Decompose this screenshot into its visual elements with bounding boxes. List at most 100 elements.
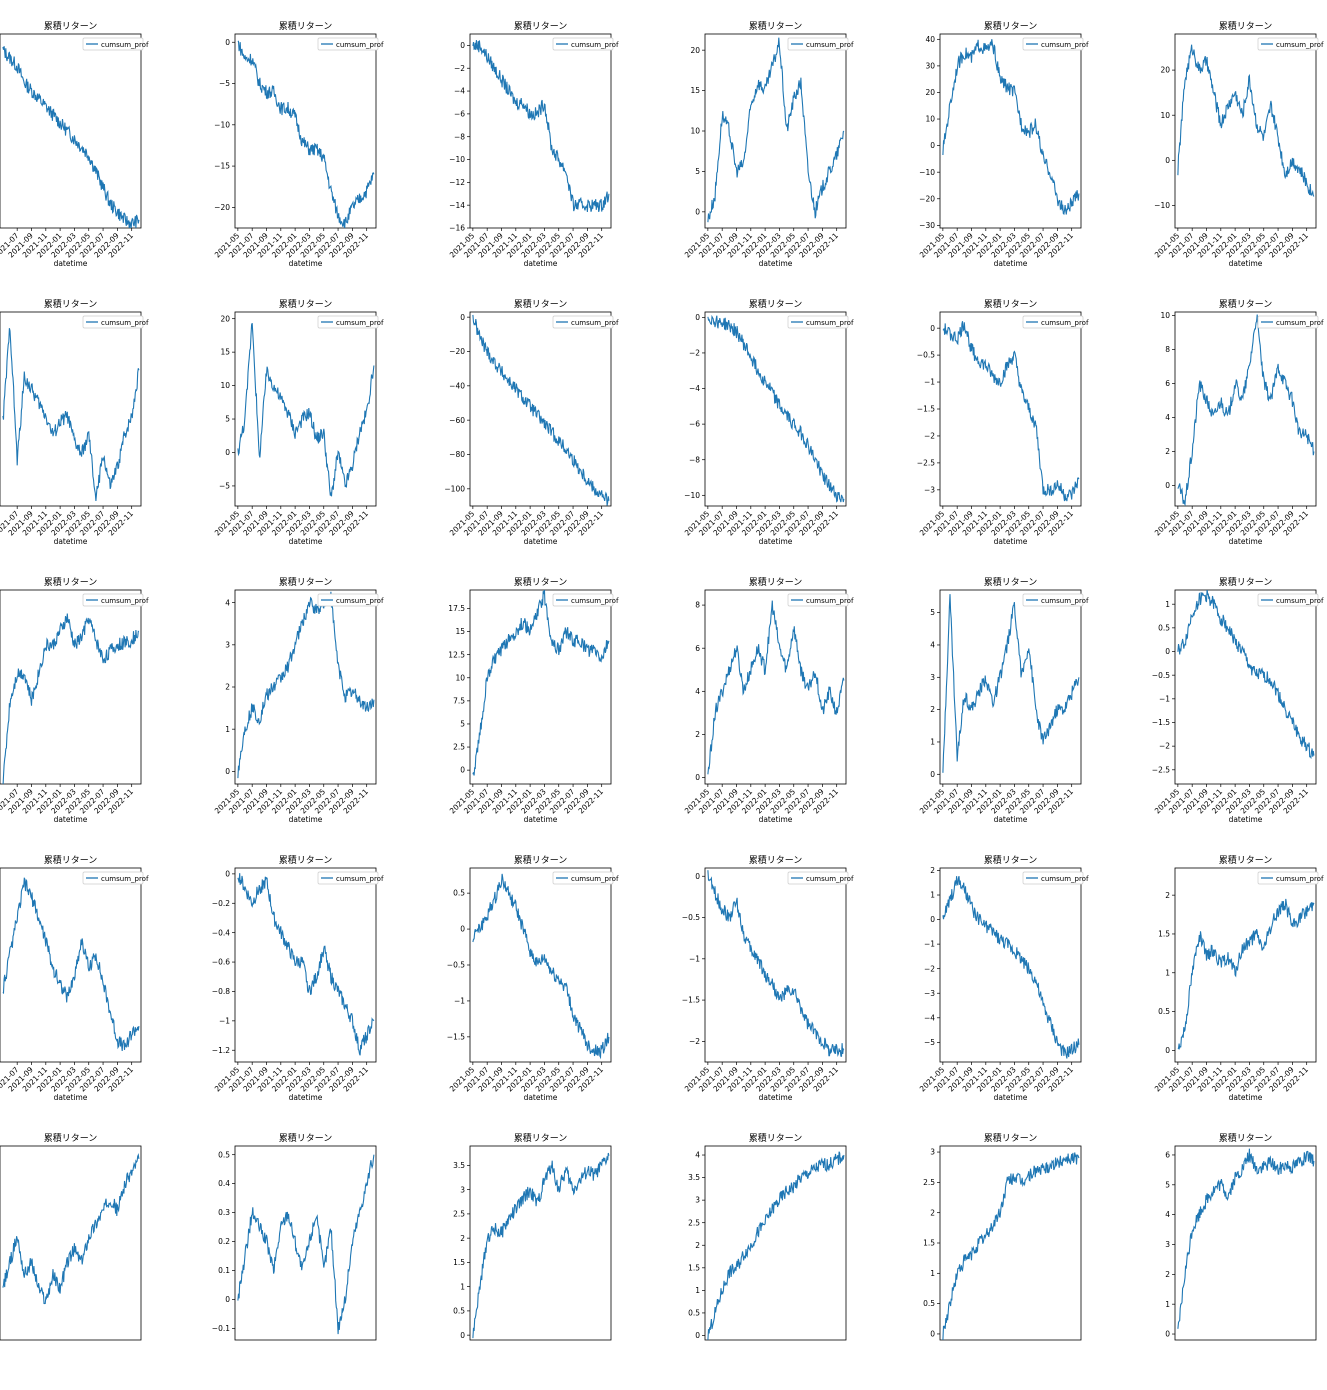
- chart-svg: 累積リターン21.510.502021-052021-072021-092021…: [1153, 854, 1324, 1102]
- series-line: [472, 40, 610, 213]
- legend-box: [82, 871, 144, 885]
- y-tick-label: 0: [225, 869, 230, 878]
- chart-panel: 累積リターン 4 3 2 1 0 2021-05 2021-07 2021-09 2021-11 2…: [190, 556, 426, 834]
- chart-svg: 累積リターン5432102021-052021-072021-092021-11…: [918, 576, 1089, 824]
- y-tick-label: −0.5: [682, 913, 700, 922]
- y-tick-label: −0.2: [212, 899, 230, 908]
- y-tick-label: 6: [1165, 379, 1170, 388]
- y-tick-label: 3: [930, 1148, 935, 1157]
- y-tick-label: 0: [930, 915, 935, 924]
- chart-panel: 累積リターン 0.5 0.4 0.3 0.2 0.1 0 −0.1: [190, 1112, 426, 1390]
- y-tick-label: 0.5: [923, 1299, 935, 1308]
- y-tick-label: −1: [219, 1016, 230, 1025]
- x-axis-label: datetime: [54, 815, 88, 824]
- legend-label: cumsum_prof: [571, 597, 619, 605]
- y-tick-label: 0: [460, 313, 465, 322]
- series-line: [237, 322, 375, 497]
- y-tick-label: 7.5: [453, 696, 465, 705]
- y-tick-label: 0: [460, 1331, 465, 1340]
- x-axis-label: datetime: [1229, 537, 1263, 546]
- legend-box: [552, 871, 614, 885]
- legend-box: [787, 315, 849, 329]
- x-axis-label: datetime: [994, 815, 1028, 824]
- chart-panel: 累積リターン 6 5 4 3 2 1 0: [1130, 1112, 1327, 1390]
- chart-title: 累積リターン: [749, 576, 803, 588]
- y-tick-label: 0: [930, 141, 935, 150]
- chart-panel: 累積リターン 0 −2 −4 −6 −8 −10 2021-05 2021-07 2021-09 2…: [660, 278, 896, 556]
- chart-panel: 累積リターン 0 −0.5 −1 −1.5 −2 −2.5 −3 2021-05 2021-07 2…: [895, 278, 1131, 556]
- series-line: [707, 870, 845, 1057]
- chart-svg: 累積リターン: [0, 1132, 142, 1341]
- y-tick-label: 6: [695, 644, 700, 653]
- y-tick-label: 0: [930, 1330, 935, 1339]
- y-tick-label: 0: [930, 324, 935, 333]
- y-tick-label: 0.5: [1158, 1007, 1170, 1016]
- legend-box: [317, 593, 379, 607]
- y-tick-label: 0.5: [688, 1309, 700, 1318]
- plot-frame: [0, 311, 142, 507]
- chart-title: 累積リターン: [44, 298, 98, 310]
- y-tick-label: 3: [460, 1185, 465, 1194]
- y-tick-label: −1.2: [212, 1046, 230, 1055]
- y-tick-label: 2.5: [453, 743, 465, 752]
- legend-box: [82, 315, 144, 329]
- plot-frame: [1174, 33, 1317, 229]
- y-tick-label: 1: [930, 1269, 935, 1278]
- y-tick-label: 3.5: [453, 1161, 465, 1170]
- x-axis-label: datetime: [524, 1093, 558, 1102]
- plot-frame: [0, 589, 142, 785]
- chart-svg: 累積リターン403020100−10−20−302021-052021-0720…: [918, 20, 1089, 268]
- series-line: [1177, 314, 1315, 506]
- chart-title: 累積リターン: [984, 576, 1038, 588]
- y-tick-label: 0: [695, 1331, 700, 1340]
- y-tick-label: 2.5: [453, 1210, 465, 1219]
- series-line: [942, 876, 1080, 1059]
- chart-svg: 累積リターン 3.5 3 2.5 2 1.5 1 0.5 0: [453, 1132, 612, 1341]
- y-tick-label: 2: [1165, 447, 1170, 456]
- chart-title: 累積リターン: [514, 576, 568, 588]
- legend-label: cumsum_prof: [336, 875, 384, 883]
- series-line: [472, 873, 610, 1060]
- y-tick-label: 2.5: [923, 1178, 935, 1187]
- chart-panel: 累積リターン 0 −5 −10 −15 −20 2021-05 2021-07 2021-09 2…: [190, 0, 426, 278]
- y-tick-label: 4: [695, 1151, 700, 1160]
- y-tick-label: 0: [1165, 647, 1170, 656]
- y-tick-label: 2.5: [688, 1218, 700, 1227]
- y-tick-label: 4: [930, 641, 935, 650]
- chart-svg: 累積リターン20100−102021-052021-072021-092021-…: [1153, 20, 1324, 268]
- y-tick-label: 20: [925, 88, 935, 97]
- plot-frame: [234, 33, 377, 229]
- y-tick-label: 2: [225, 683, 230, 692]
- series-line: [942, 39, 1080, 216]
- series-line: [472, 590, 610, 776]
- y-tick-label: 3: [695, 1196, 700, 1205]
- chart-svg: 累積リターン 0.5 0.4 0.3 0.2 0.1 0 −0.1: [212, 1132, 377, 1341]
- y-tick-label: −1.5: [682, 996, 700, 1005]
- chart-panel: 累積リターン 40 30 20 10 0 −10 −20 −30 2021-05 2021-07 20…: [895, 0, 1131, 278]
- plot-frame: [939, 867, 1082, 1063]
- x-axis-label: datetime: [289, 1093, 323, 1102]
- y-tick-label: 20: [220, 314, 230, 323]
- y-tick-label: −4: [924, 1013, 935, 1022]
- y-tick-label: 1.5: [688, 1263, 700, 1272]
- x-axis-label: datetime: [994, 1093, 1028, 1102]
- y-tick-label: −3: [924, 989, 935, 998]
- chart-panel: 累積リターン 0 −0.5 −1 −1.5 −2 2021-05 2021-07 2021-09…: [660, 834, 896, 1112]
- legend-label: cumsum_prof: [806, 875, 854, 883]
- chart-title: 累積リターン: [514, 854, 568, 866]
- series-line: [237, 40, 375, 228]
- y-tick-label: 0: [1165, 1330, 1170, 1339]
- y-tick-label: 4: [225, 598, 230, 607]
- y-tick-label: 1: [930, 891, 935, 900]
- chart-panel: 累積リターン 2021-07 2021-09 2021-11 2022-01 2022-0…: [0, 0, 191, 278]
- x-axis-label: datetime: [524, 537, 558, 546]
- legend-box: [1022, 871, 1084, 885]
- plot-frame: [704, 589, 847, 785]
- legend-label: cumsum_prof: [1041, 319, 1089, 327]
- y-tick-label: 0: [695, 207, 700, 216]
- y-tick-label: 0: [460, 766, 465, 775]
- y-tick-label: −10: [684, 491, 700, 500]
- y-tick-label: 0.3: [218, 1208, 230, 1217]
- legend-box: [1022, 37, 1084, 51]
- y-tick-label: −10: [449, 155, 465, 164]
